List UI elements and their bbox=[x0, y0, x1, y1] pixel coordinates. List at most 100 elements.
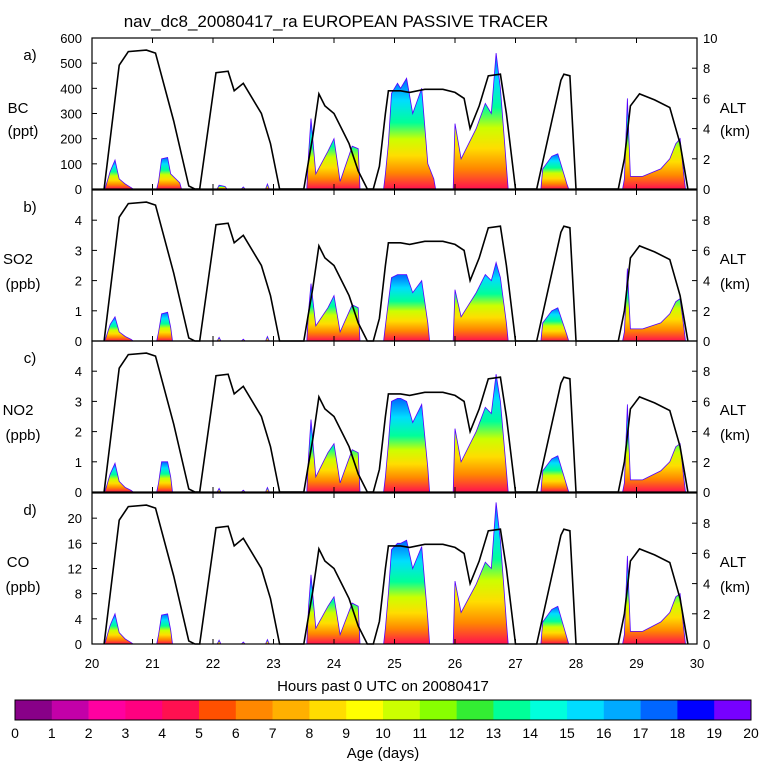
y-tick-label: 20 bbox=[68, 511, 82, 526]
alt-tick-label: 8 bbox=[703, 213, 710, 228]
y-tick-label: 0 bbox=[75, 334, 82, 349]
x-tick-label: 20 bbox=[85, 656, 99, 671]
colorbar-swatch bbox=[51, 700, 89, 720]
alt-tick-label: 8 bbox=[703, 516, 710, 531]
x-tick-label: 29 bbox=[629, 656, 643, 671]
y-tick-label: 4 bbox=[75, 612, 82, 627]
altitude-line bbox=[103, 504, 689, 645]
colorbar-swatch bbox=[530, 700, 568, 720]
tracer-area bbox=[383, 398, 431, 493]
colorbar-tick-label: 14 bbox=[522, 725, 538, 741]
colorbar-tick-label: 8 bbox=[306, 725, 314, 741]
colorbar-tick-label: 17 bbox=[633, 725, 649, 741]
panel-species: BC bbox=[8, 100, 29, 117]
y-tick-label: 8 bbox=[75, 587, 82, 602]
colorbar-swatch bbox=[383, 700, 421, 720]
colorbar-tick-label: 13 bbox=[486, 725, 502, 741]
tracer-area bbox=[622, 268, 686, 342]
tracer-area bbox=[306, 574, 361, 645]
x-tick-label: 28 bbox=[569, 656, 583, 671]
colorbar-tick-label: 15 bbox=[559, 725, 575, 741]
panel-letter: b) bbox=[23, 199, 36, 216]
colorbar-swatch bbox=[272, 700, 310, 720]
colorbar-tick-label: 5 bbox=[195, 725, 203, 741]
y-tick-label: 200 bbox=[60, 132, 82, 147]
tracer-area bbox=[102, 462, 135, 493]
panel-unit: (ppb) bbox=[5, 276, 40, 293]
colorbar-tick-label: 1 bbox=[48, 725, 56, 741]
y-tick-label: 0 bbox=[75, 637, 82, 652]
y-tick-label: 0 bbox=[75, 485, 82, 500]
colorbar-swatch bbox=[603, 700, 641, 720]
colorbar-swatch bbox=[714, 700, 752, 720]
tracer-area bbox=[540, 455, 570, 493]
colorbar-swatch bbox=[15, 700, 53, 720]
altitude-line bbox=[103, 352, 689, 493]
colorbar-swatch bbox=[640, 700, 678, 720]
panel-species: SO2 bbox=[3, 251, 33, 268]
tracer-area bbox=[452, 53, 509, 190]
panel-letter: d) bbox=[23, 502, 36, 519]
panel-unit: (ppb) bbox=[5, 579, 40, 596]
colorbar-swatch bbox=[162, 700, 200, 720]
panel-letter: c) bbox=[24, 350, 37, 367]
alt-tick-label: 8 bbox=[703, 61, 710, 76]
colorbar-label: Age (days) bbox=[347, 745, 420, 762]
colorbar-swatch bbox=[493, 700, 531, 720]
tracer-area bbox=[156, 311, 173, 342]
colorbar-swatch bbox=[309, 700, 347, 720]
y-tick-label: 400 bbox=[60, 81, 82, 96]
y-tick-label: 16 bbox=[68, 536, 82, 551]
alt-unit: (km) bbox=[720, 427, 750, 444]
alt-tick-label: 2 bbox=[703, 607, 710, 622]
x-tick-label: 30 bbox=[690, 656, 704, 671]
altitude-line bbox=[103, 201, 689, 342]
panel-species: NO2 bbox=[3, 402, 34, 419]
x-tick-label: 24 bbox=[327, 656, 341, 671]
tracer-area bbox=[156, 461, 173, 493]
x-tick-label: 27 bbox=[508, 656, 522, 671]
tracer-area bbox=[265, 335, 270, 342]
colorbar-tick-label: 20 bbox=[743, 725, 759, 741]
y-tick-label: 3 bbox=[75, 243, 82, 258]
colorbar-tick-label: 4 bbox=[158, 725, 166, 741]
alt-unit: (km) bbox=[720, 276, 750, 293]
y-tick-label: 600 bbox=[60, 31, 82, 46]
alt-tick-label: 4 bbox=[703, 274, 710, 289]
tracer-area bbox=[306, 118, 361, 190]
alt-tick-label: 6 bbox=[703, 546, 710, 561]
colorbar-swatch bbox=[567, 700, 605, 720]
tracer-area bbox=[622, 555, 686, 645]
colorbar-swatch bbox=[125, 700, 163, 720]
tracer-area bbox=[383, 77, 437, 190]
panel-unit: (ppt) bbox=[8, 123, 39, 140]
alt-tick-label: 10 bbox=[703, 31, 717, 46]
tracer-area bbox=[265, 182, 270, 190]
alt-tick-label: 2 bbox=[703, 455, 710, 470]
tracer-area bbox=[383, 539, 431, 645]
y-tick-label: 4 bbox=[75, 364, 82, 379]
colorbar: 0 1 2 3 4 5 6 7 8 9 10 11 12 13 14 15 16 17 18 19 20 bbox=[11, 699, 759, 741]
panel-species: CO bbox=[7, 554, 30, 571]
colorbar-tick-label: 2 bbox=[85, 725, 93, 741]
x-tick-label: 21 bbox=[145, 656, 159, 671]
colorbar-swatch bbox=[235, 700, 273, 720]
tracer-area bbox=[156, 157, 183, 190]
alt-label: ALT bbox=[720, 100, 746, 117]
tracer-area bbox=[102, 158, 135, 190]
alt-tick-label: 6 bbox=[703, 91, 710, 106]
tracer-area bbox=[622, 98, 686, 190]
panel-unit: (ppb) bbox=[5, 427, 40, 444]
x-tick-label: 25 bbox=[387, 656, 401, 671]
alt-tick-label: 6 bbox=[703, 243, 710, 258]
y-tick-label: 3 bbox=[75, 394, 82, 409]
tracer-area bbox=[452, 260, 509, 342]
panel-letter: a) bbox=[23, 47, 36, 64]
colorbar-swatch bbox=[456, 700, 494, 720]
panel-so2: 0 1 2 3 4 0 2 4 6 8 b) SO2 (ppb) ALT (km) bbox=[3, 189, 750, 349]
colorbar-tick-label: 16 bbox=[596, 725, 612, 741]
tracer-area bbox=[540, 605, 570, 645]
alt-tick-label: 2 bbox=[703, 304, 710, 319]
alt-tick-label: 0 bbox=[703, 485, 710, 500]
colorbar-swatch bbox=[346, 700, 384, 720]
